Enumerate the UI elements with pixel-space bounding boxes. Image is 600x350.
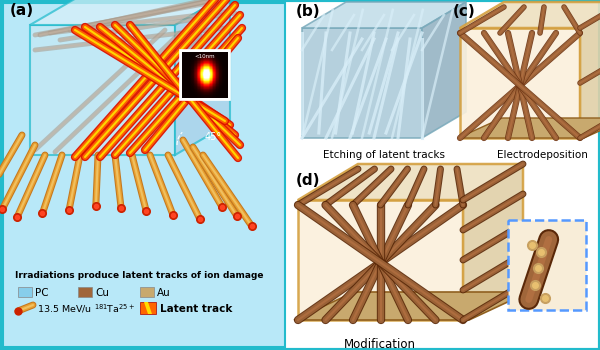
Text: Au: Au xyxy=(157,287,171,298)
Polygon shape xyxy=(463,164,523,320)
Text: (d): (d) xyxy=(296,173,320,188)
Polygon shape xyxy=(302,28,422,138)
Bar xyxy=(3,3,285,347)
Polygon shape xyxy=(30,0,230,25)
Bar xyxy=(18,287,32,297)
Text: 45°: 45° xyxy=(205,132,222,142)
Polygon shape xyxy=(144,302,152,314)
Text: <10nm: <10nm xyxy=(194,54,215,59)
Text: Latent track: Latent track xyxy=(160,303,232,314)
Polygon shape xyxy=(30,25,175,155)
Polygon shape xyxy=(458,118,600,138)
Polygon shape xyxy=(294,292,529,320)
Text: Modification: Modification xyxy=(344,338,416,350)
Polygon shape xyxy=(302,2,466,28)
Text: Etching of latent tracks: Etching of latent tracks xyxy=(323,150,445,160)
Polygon shape xyxy=(298,200,463,320)
Polygon shape xyxy=(422,2,466,138)
Text: 13.5 MeV/u $^{181}$Ta$^{25+}$: 13.5 MeV/u $^{181}$Ta$^{25+}$ xyxy=(37,302,135,315)
Text: (c): (c) xyxy=(453,4,476,19)
Bar xyxy=(140,302,156,314)
Bar xyxy=(140,287,154,297)
Text: PC: PC xyxy=(35,287,49,298)
Text: Cu: Cu xyxy=(95,287,109,298)
Bar xyxy=(508,220,586,310)
Bar xyxy=(78,287,92,297)
Bar xyxy=(180,50,230,100)
Text: (a): (a) xyxy=(10,3,34,18)
Polygon shape xyxy=(175,0,230,155)
Text: (b): (b) xyxy=(296,4,320,19)
Text: Irradiations produce latent tracks of ion damage: Irradiations produce latent tracks of io… xyxy=(15,271,263,280)
Polygon shape xyxy=(298,164,523,200)
Text: Electrodeposition: Electrodeposition xyxy=(497,150,587,160)
Polygon shape xyxy=(460,2,600,28)
Polygon shape xyxy=(460,28,580,138)
Polygon shape xyxy=(580,2,600,138)
